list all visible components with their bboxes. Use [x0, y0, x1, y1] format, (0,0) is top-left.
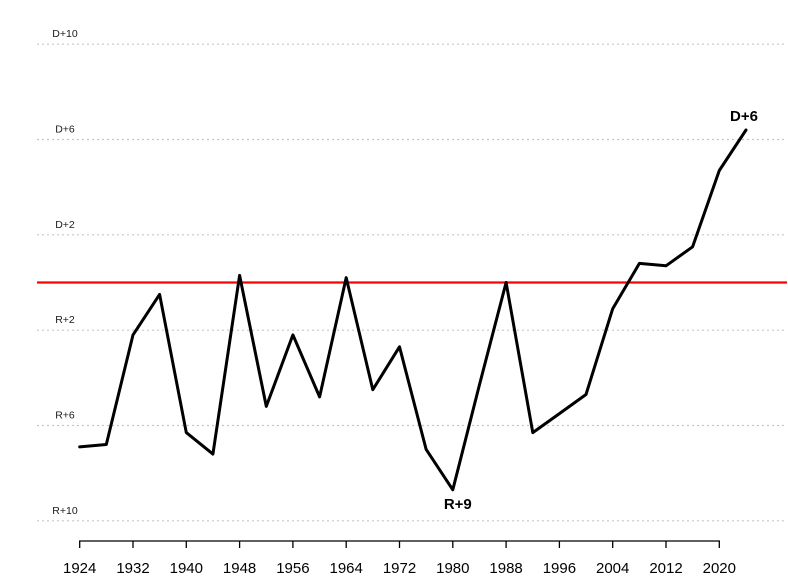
x-axis-tick-label: 1972 — [383, 560, 416, 577]
annotation-d6: D+6 — [730, 108, 758, 125]
x-axis-tick-label: 2012 — [649, 560, 682, 577]
x-axis-tick-label: 1996 — [543, 560, 576, 577]
x-axis-tick-label: 1980 — [436, 560, 469, 577]
y-gridline-label: R+6 — [55, 410, 75, 422]
x-axis-tick-label: 2004 — [596, 560, 629, 577]
x-axis-tick-label: 2020 — [703, 560, 736, 577]
y-gridline-label: D+6 — [55, 124, 75, 136]
y-gridline-label: R+10 — [52, 505, 78, 517]
x-axis-tick-label: 1988 — [489, 560, 522, 577]
y-gridline-label: D+2 — [55, 219, 75, 231]
y-gridline-label: D+10 — [52, 28, 78, 40]
annotation-r9: R+9 — [444, 496, 472, 513]
data-line-partisan-margin — [78, 128, 748, 492]
x-axis-tick-label: 1932 — [116, 560, 149, 577]
x-axis-tick-label: 1948 — [223, 560, 256, 577]
x-axis-tick-label: 1956 — [276, 560, 309, 577]
x-axis-tick-label: 1964 — [330, 560, 363, 577]
x-axis-tick-label: 1924 — [63, 560, 96, 577]
y-gridline-label: R+2 — [55, 314, 75, 326]
x-axis-tick-label: 1940 — [170, 560, 203, 577]
